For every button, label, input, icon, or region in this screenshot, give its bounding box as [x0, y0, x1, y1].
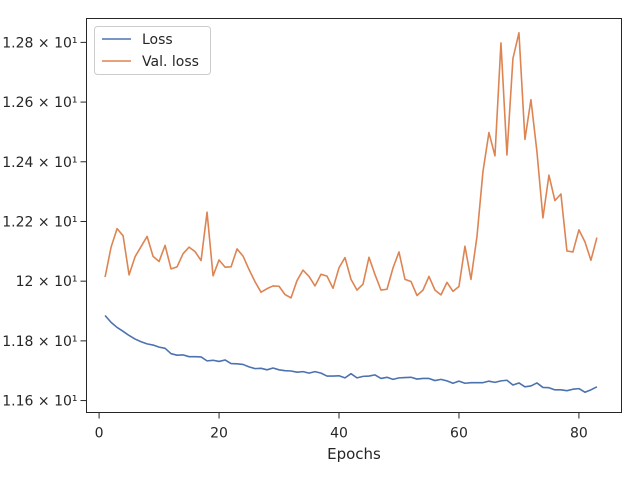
y-tick-label: 12 × 10¹ — [16, 274, 78, 290]
legend-loss-label: Loss — [142, 32, 173, 48]
y-axis-ticks: 1.16 × 10¹ 1.18 × 10¹ 12 × 10¹ 1.22 × 10¹ 1.… — [2, 35, 87, 410]
x-axis-label: Epochs — [327, 445, 381, 463]
x-axis-ticks: 0 20 40 60 80 — [95, 412, 588, 442]
x-tick-label: 0 — [95, 426, 104, 442]
x-tick-label: 40 — [330, 426, 348, 442]
y-tick-label: 1.26 × 10¹ — [2, 95, 77, 111]
series-line-val-loss — [104, 32, 598, 299]
x-tick-label: 60 — [450, 426, 468, 442]
y-tick-label: 1.16 × 10¹ — [2, 394, 77, 410]
y-tick-label: 1.28 × 10¹ — [2, 35, 77, 51]
x-tick-label: 20 — [210, 426, 228, 442]
x-tick-label: 80 — [570, 426, 588, 442]
legend-val-loss-label: Val. loss — [142, 54, 199, 70]
y-tick-label: 1.18 × 10¹ — [2, 334, 77, 350]
legend: Loss Val. loss — [94, 26, 211, 75]
y-tick-label: 1.24 × 10¹ — [2, 155, 77, 171]
series-layer — [104, 32, 598, 394]
series-line-loss — [104, 314, 598, 394]
y-tick-label: 1.22 × 10¹ — [2, 214, 77, 230]
plot-frame — [86, 18, 622, 413]
